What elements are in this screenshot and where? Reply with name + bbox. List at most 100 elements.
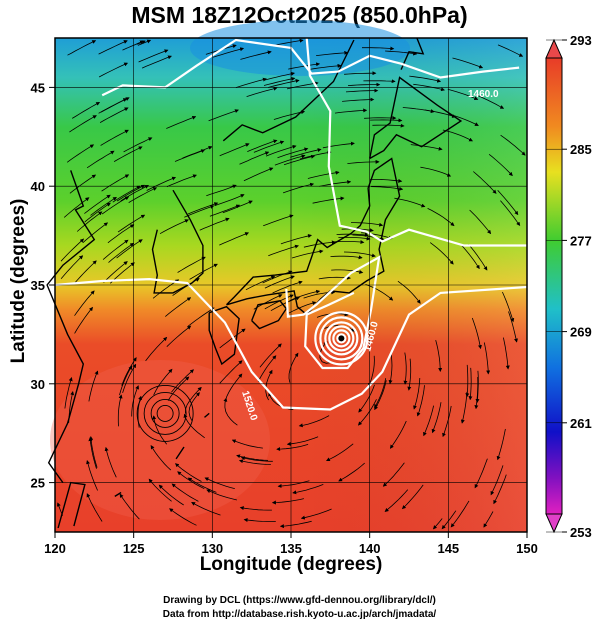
streamline [319, 341, 331, 364]
typhoon-ring [324, 321, 359, 356]
streamline [277, 147, 309, 159]
streamline [319, 180, 352, 187]
streamline [468, 244, 488, 271]
streamline [121, 357, 137, 386]
streamline [268, 78, 300, 88]
streamline [188, 392, 200, 421]
credit-drawing: Drawing by DCL (https://www.gfd-dennou.o… [163, 595, 436, 606]
streamline [345, 88, 379, 93]
warm-region [50, 360, 270, 520]
streamline [371, 186, 404, 191]
streamline [159, 219, 189, 235]
streamline [474, 458, 488, 489]
streamline [407, 358, 412, 391]
streamline [245, 275, 276, 291]
streamline [330, 255, 363, 260]
streamline [239, 151, 270, 165]
streamline [63, 197, 90, 218]
streamline [429, 242, 454, 265]
streamline [60, 255, 84, 280]
grid-lines [54, 38, 528, 532]
streamline [442, 405, 452, 438]
height-contour [305, 37, 527, 247]
streamline [490, 465, 504, 496]
colorbar-tick-label: 261 [570, 416, 592, 431]
streamline [64, 377, 73, 409]
streamline [268, 244, 299, 257]
streamline [116, 239, 143, 259]
coastline [400, 37, 425, 70]
streamline [307, 170, 340, 179]
streamline [465, 364, 470, 398]
streamline [112, 185, 141, 203]
streamline [364, 116, 397, 121]
streamline [503, 337, 510, 370]
y-tick-label: 30 [31, 377, 45, 392]
streamline [206, 489, 237, 501]
streamline [413, 377, 421, 410]
streamline [508, 311, 518, 343]
streamline [243, 518, 276, 523]
streamline [290, 148, 322, 158]
streamline [389, 420, 407, 449]
streamline [300, 508, 332, 520]
streamline [441, 510, 457, 530]
streamline [171, 483, 199, 502]
streamline [384, 489, 409, 513]
streamline [223, 397, 238, 426]
y-tick-label: 35 [31, 278, 45, 293]
streamline [471, 317, 482, 350]
streamline [365, 284, 394, 301]
low-swirl [136, 384, 194, 442]
streamline [474, 376, 479, 410]
streamline [291, 249, 324, 259]
streamline [347, 159, 380, 164]
streamline [253, 294, 283, 310]
streamline [325, 443, 354, 462]
streamline [409, 75, 442, 83]
streamline [152, 415, 168, 445]
streamline [469, 209, 492, 235]
streamline [117, 214, 146, 233]
streamline [263, 214, 294, 227]
streamline [191, 502, 221, 516]
streamline [271, 498, 304, 505]
streamline [102, 239, 129, 260]
streamline [246, 86, 278, 97]
typhoon-ring [332, 329, 351, 348]
coastlines [46, 37, 463, 529]
streamline [86, 493, 103, 522]
streamline [66, 144, 95, 163]
streamline [88, 437, 97, 469]
y-axis-ticks: 25 30 35 40 45 [31, 80, 55, 491]
streamline [475, 370, 480, 403]
low-swirl [156, 404, 174, 422]
coastline [46, 170, 96, 484]
typhoon-ring [336, 333, 347, 344]
streamline [483, 342, 491, 375]
streamline [183, 413, 205, 439]
y-tick-label: 45 [31, 80, 45, 95]
streamline [283, 154, 316, 166]
typhoon-vortex [136, 311, 369, 442]
streamline [187, 477, 217, 493]
streamline [286, 81, 319, 90]
streamline [483, 511, 494, 528]
streamline [344, 71, 377, 76]
streamline [450, 500, 470, 528]
streamline [488, 153, 513, 177]
streamline [367, 355, 375, 388]
streamline [148, 478, 172, 502]
streamline [416, 385, 425, 417]
x-tick-label: 130 [201, 541, 223, 556]
streamline [493, 474, 507, 505]
streamline [431, 402, 442, 434]
streamline [288, 62, 321, 70]
streamline [219, 360, 243, 384]
streamline [500, 134, 526, 156]
x-axis-ticks: 120 125 130 135 140 145 150 [44, 532, 538, 556]
streamline [239, 506, 272, 511]
streamline [122, 363, 137, 394]
streamline [370, 118, 403, 123]
